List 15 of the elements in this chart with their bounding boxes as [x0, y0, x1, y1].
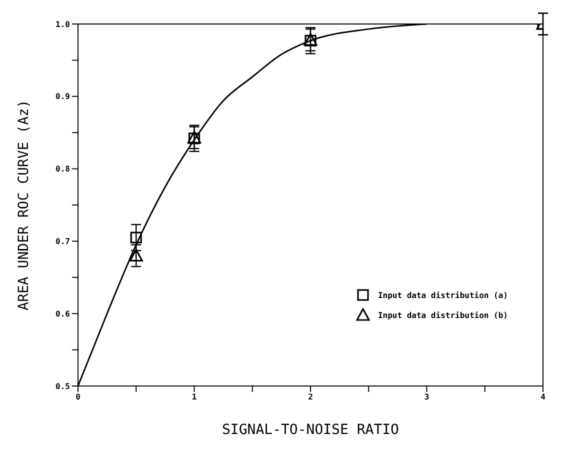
y-tick-label: 0.7 — [56, 237, 70, 246]
legend-label: Input data distribution (a) — [378, 290, 508, 300]
y-tick-label: 0.9 — [56, 92, 70, 102]
x-tick-label: 0 — [76, 392, 81, 402]
x-tick-label: 4 — [540, 392, 546, 402]
y-tick-label: 0.5 — [56, 382, 70, 391]
legend-label: Input data distribution (b) — [378, 310, 508, 320]
x-tick-label: 1 — [192, 392, 197, 402]
y-tick-label: 0.6 — [56, 309, 70, 318]
x-axis-title: SIGNAL-TO-NOISE RATIO — [222, 422, 400, 438]
y-tick-label: 1.0 — [56, 20, 70, 29]
x-tick-label: 3 — [424, 392, 430, 402]
x-tick-label: 2 — [308, 392, 314, 402]
y-axis-title: AREA UNDER ROC CURVE (Az) — [16, 100, 32, 310]
y-tick-label: 0.8 — [56, 164, 70, 174]
